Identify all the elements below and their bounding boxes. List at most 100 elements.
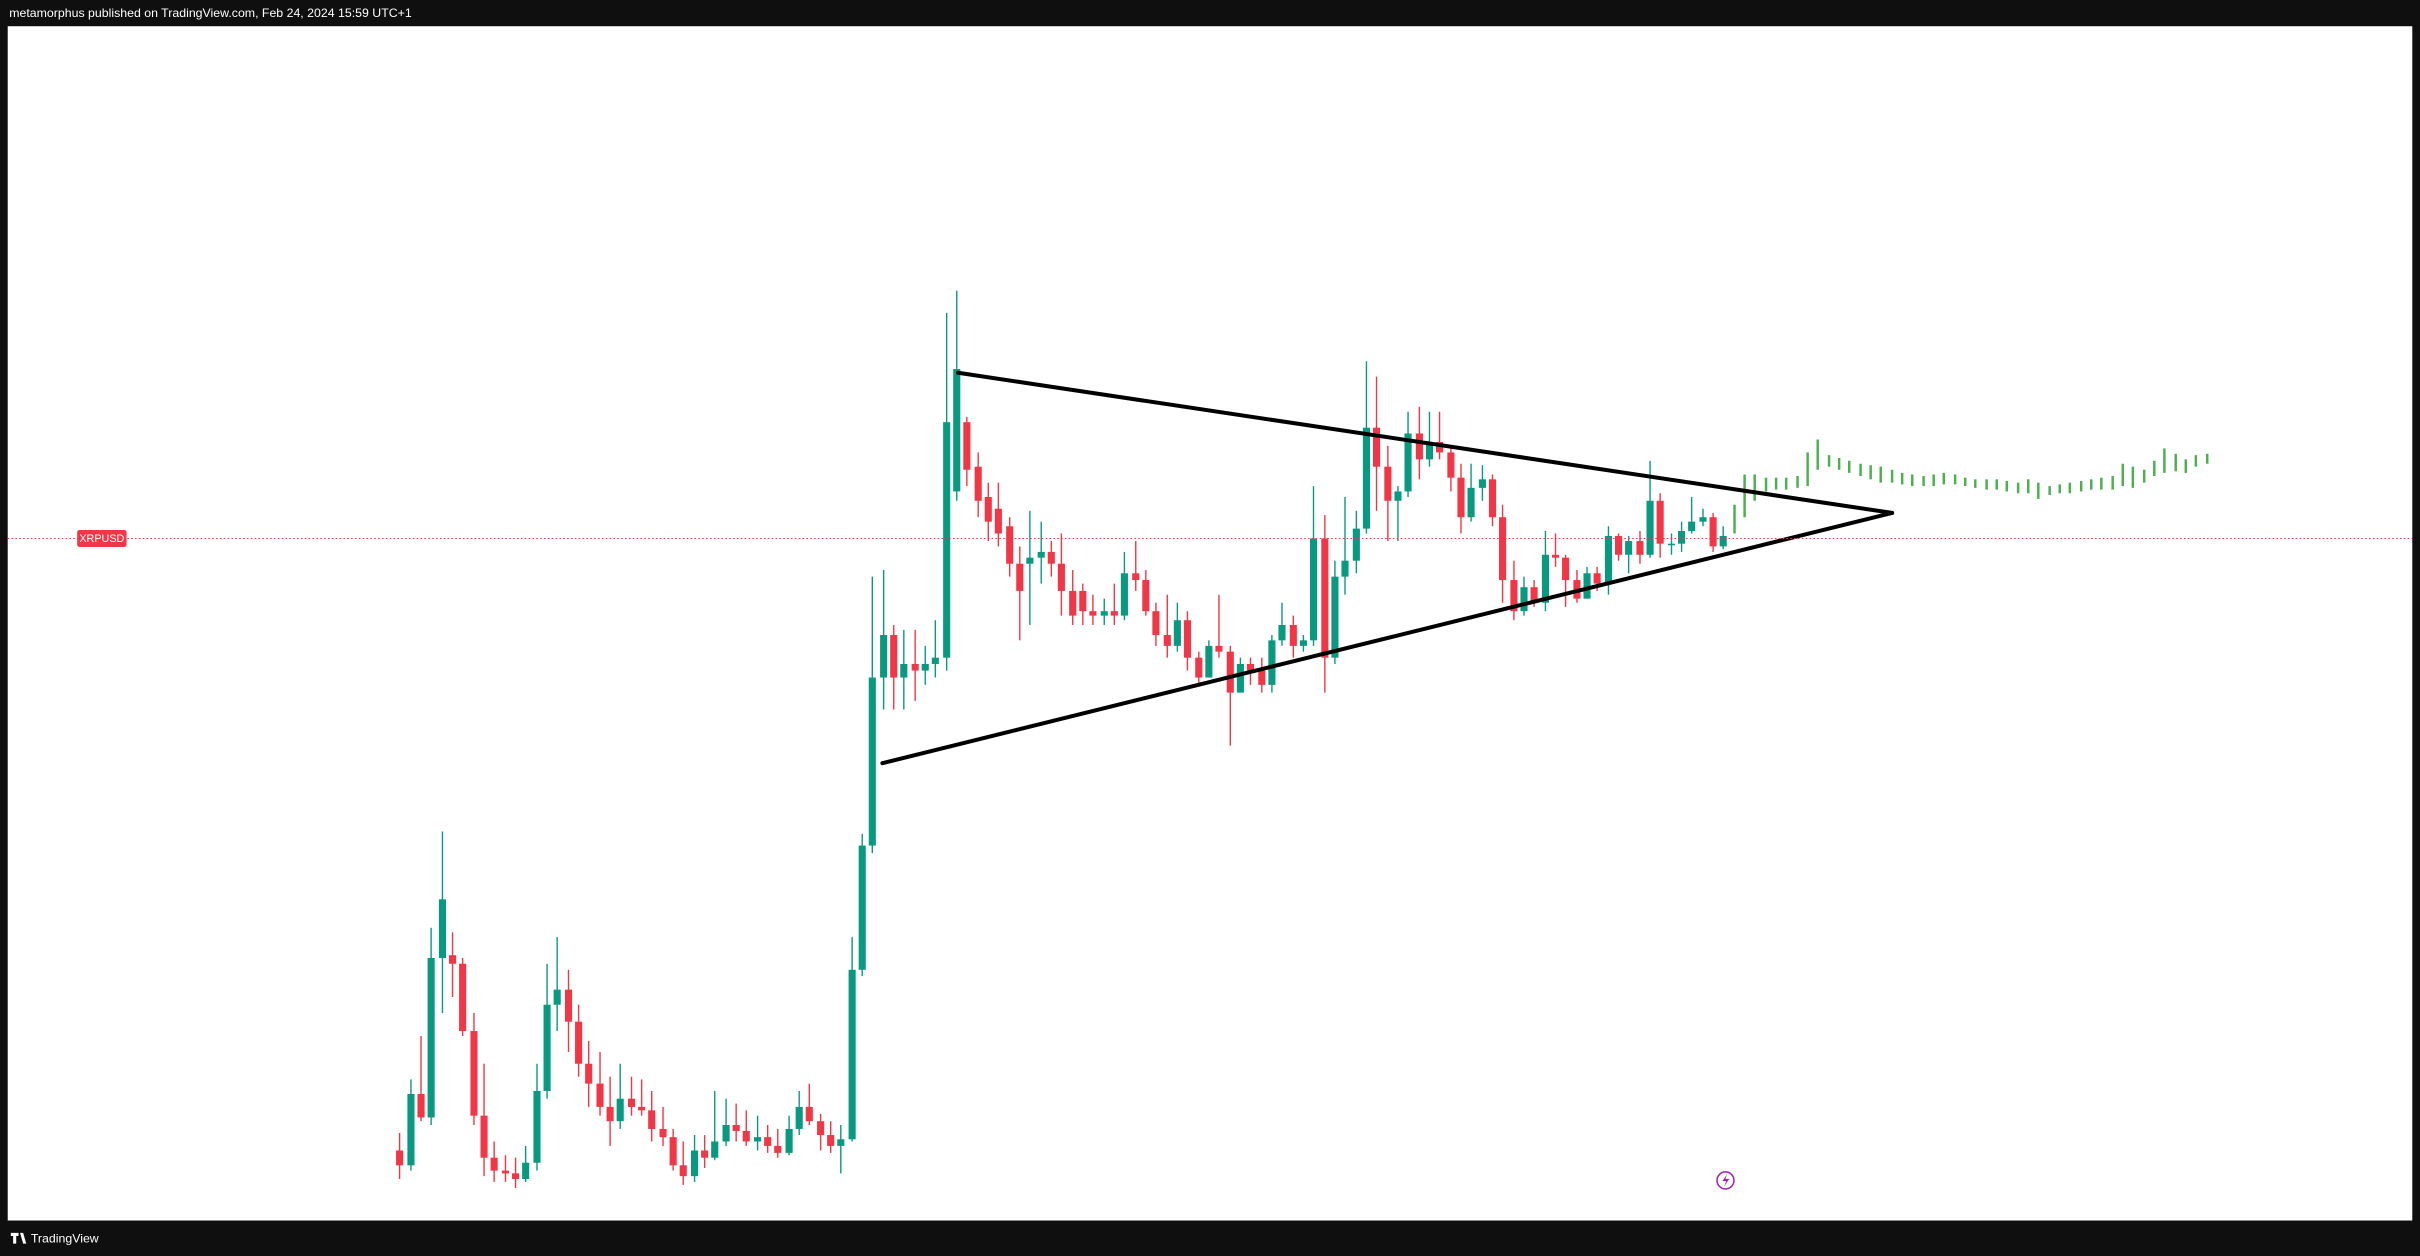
candle-body [585,1063,593,1084]
candle-body [1699,517,1707,522]
candle-body [1709,517,1717,547]
trendline [956,370,1895,515]
candle-body [427,957,435,1118]
candle-body [711,1141,719,1158]
candle-body [1289,624,1297,646]
candle-body [648,1110,656,1129]
candle-body [817,1121,825,1136]
candle-body [837,1139,845,1146]
candle-body [1562,557,1570,581]
candle-body [564,989,573,1022]
candle-body [553,989,561,1005]
candle-body [722,1125,730,1142]
candle-body [691,1150,699,1177]
candle-body [407,1093,415,1166]
candle-body [1447,452,1455,478]
candle-body [669,1137,677,1166]
candle-body [1667,543,1676,546]
candle-body [638,1106,646,1111]
candle-body [659,1128,667,1138]
candle-body [1636,541,1644,555]
candle-body [1173,620,1181,646]
candle-body [1341,560,1349,577]
candle-body [1415,433,1423,460]
candle-body [1625,541,1633,555]
candle-body [459,963,467,1032]
candle-body [1646,500,1654,555]
footer-logo [10,1232,27,1244]
candle-body [943,422,951,658]
candle-body [921,663,929,671]
candle-body [911,663,919,671]
candle-body [785,1128,793,1153]
candle-body [1530,587,1538,603]
candle-body [1309,538,1318,641]
candle-body [827,1135,835,1146]
candle-body [1656,500,1664,544]
candle-body [1551,554,1560,558]
candle-body [795,1106,803,1129]
symbol-label: XRPUSD [79,533,124,545]
candle-body [984,496,992,522]
candle-body [1604,535,1613,584]
candle-body [616,1098,624,1122]
candle-body [1435,441,1444,453]
candle-body [931,657,939,664]
candle-body [1499,517,1507,581]
candle-body [1520,587,1528,612]
candle-body [890,635,898,678]
candle-body [1321,538,1329,658]
candle-body [512,1173,520,1180]
candle-body [1110,611,1118,616]
header: metamorphus published on TradingView.com… [9,6,412,20]
candle-body [974,466,982,501]
candle-body [1258,670,1266,685]
candle-body [1541,554,1549,603]
candle-body [1510,580,1518,612]
candle-body [1457,477,1465,518]
labels: XRPUSD [77,529,127,547]
candle-body [1488,479,1497,518]
candle-body [1226,651,1234,693]
candle-body [501,1170,510,1174]
candle-body [1352,528,1360,561]
candle-body [1467,487,1475,518]
candle-body [522,1162,530,1180]
candle-body [1614,535,1623,555]
candle-body [543,1004,551,1091]
candle-body [774,1145,782,1153]
candle-body [1120,573,1128,616]
candle-body [1142,580,1150,612]
candle-body [1688,521,1696,532]
candle-body [1384,466,1392,501]
candle-body [1152,611,1160,636]
candle-body [679,1165,687,1177]
candle-body [470,1031,478,1116]
trendline [880,510,1895,766]
candle-body [994,508,1002,534]
candle-body [1100,611,1108,616]
candle-body [953,369,961,492]
candle-body [1678,531,1686,544]
candle-body [868,677,876,846]
candle-body [1425,441,1434,460]
candle-body [606,1106,614,1122]
candle-body [1246,663,1255,671]
plot-area [7,26,2413,1221]
candle-body [438,899,447,958]
candle-body [1215,645,1223,652]
candle-body [1026,557,1034,564]
candle-body [1205,645,1213,678]
candle-body [396,1150,404,1166]
candle-body [1089,611,1097,616]
candle-body [1037,551,1045,558]
candle-body [1299,640,1307,646]
candle-body [1163,635,1171,646]
footer: TradingView [31,1231,99,1245]
symbol-badge [77,529,127,547]
candle-body [848,969,856,1140]
candle-body [627,1098,636,1107]
candle-body [1006,526,1014,564]
